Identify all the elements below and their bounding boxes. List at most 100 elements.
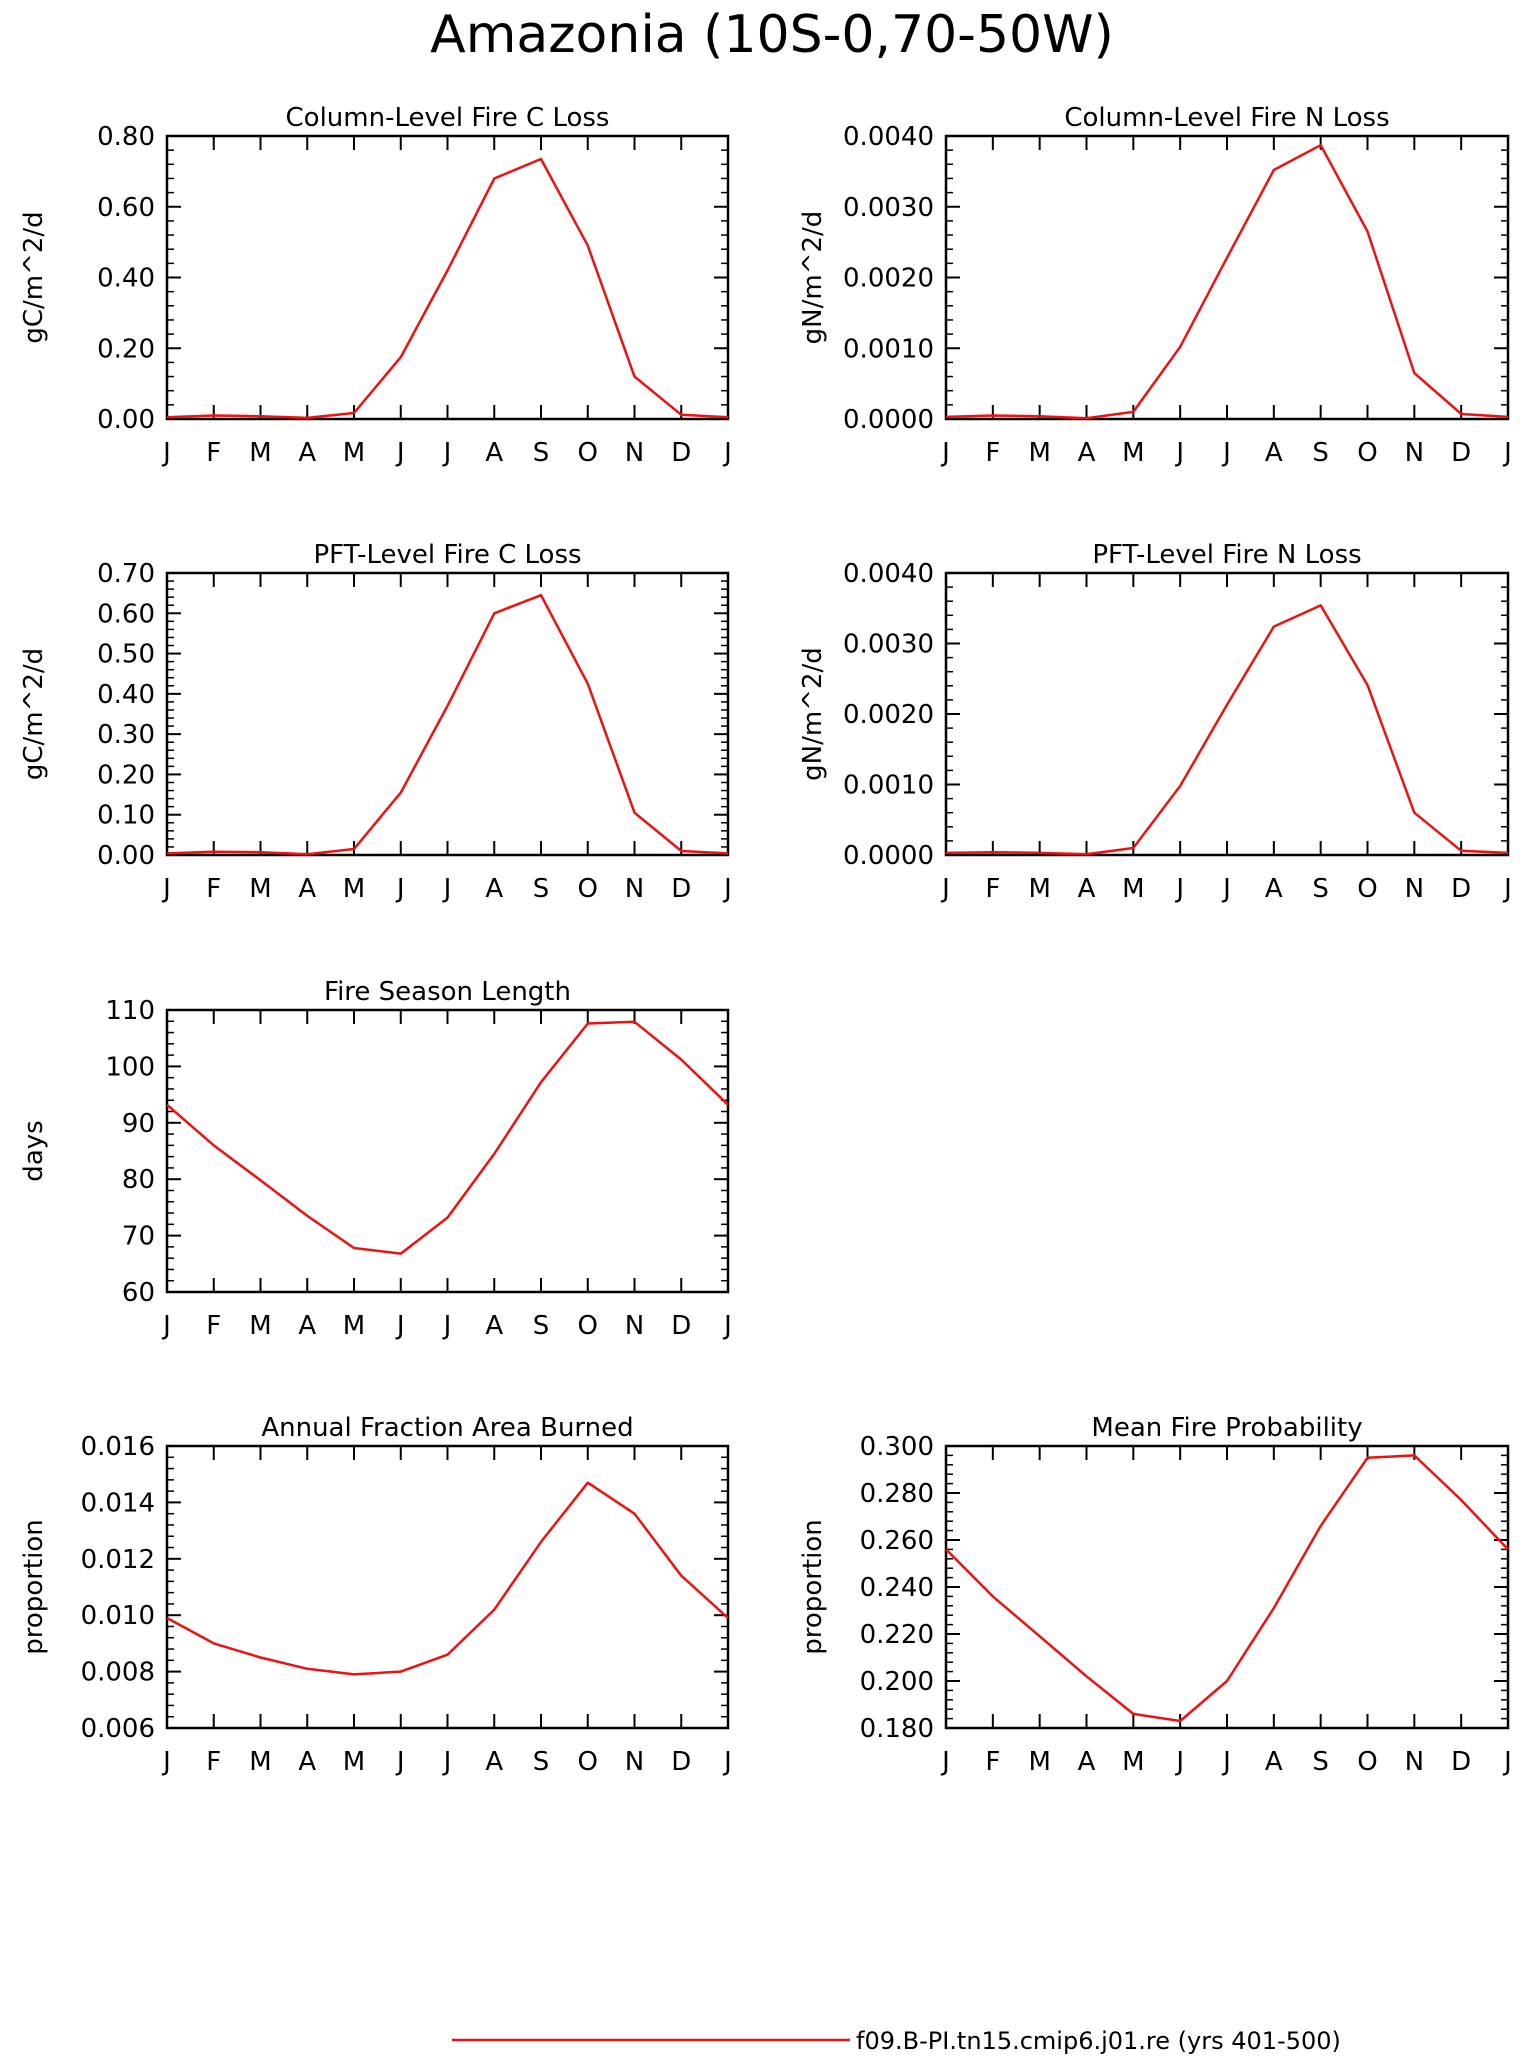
x-tick-label: M [343, 874, 365, 904]
panel-pft-fire-c-loss: J F M A M J J A S O N D J0.000.100.200.300.400.500.6… [19, 540, 732, 904]
x-tick-label: J [161, 1311, 171, 1341]
y-tick-label: 80 [122, 1165, 155, 1195]
panel-title: PFT-Level Fire N Loss [1092, 540, 1361, 570]
y-axis-label: proportion [19, 1519, 49, 1654]
y-tick-label: 0.00 [97, 405, 155, 435]
x-tick-label: J [1502, 1747, 1512, 1777]
x-tick-label: N [625, 438, 644, 468]
figure-title: Amazonia (10S-0,70-50W) [430, 5, 1114, 65]
series-line [166, 593, 729, 856]
y-axis-label: gN/m^2/d [798, 647, 828, 781]
x-tick-label: M [343, 1747, 365, 1777]
y-tick-label: 0.80 [97, 122, 155, 152]
y-tick-label: 0.0010 [843, 771, 934, 801]
x-tick-label: N [1405, 1747, 1424, 1777]
y-tick-label: 0.0020 [843, 264, 934, 294]
x-tick-label: M [249, 1747, 271, 1777]
y-tick-label: 0.0010 [843, 334, 934, 364]
y-tick-label: 0.0020 [843, 700, 934, 730]
x-tick-label: J [442, 438, 452, 468]
x-tick-label: J [1502, 438, 1512, 468]
x-tick-label: J [722, 438, 732, 468]
plot-frame [944, 1444, 1510, 1730]
y-tick-label: 0.0000 [843, 405, 934, 435]
x-tick-label: F [206, 438, 221, 468]
x-tick-label: A [298, 874, 316, 904]
x-tick-label: M [1028, 1747, 1050, 1777]
x-tick-label: M [249, 438, 271, 468]
panel-title: Column-Level Fire C Loss [286, 103, 610, 133]
x-tick-label: O [578, 1311, 598, 1341]
y-tick-label: 0.220 [860, 1620, 934, 1650]
y-tick-label: 0.016 [81, 1432, 155, 1462]
x-tick-label: O [578, 874, 598, 904]
panel-title: PFT-Level Fire C Loss [313, 540, 581, 570]
y-tick-label: 90 [122, 1109, 155, 1139]
x-tick-label: A [1078, 874, 1096, 904]
y-tick-label: 100 [105, 1052, 155, 1082]
series-line [945, 1454, 1509, 1723]
x-tick-label: J [1502, 874, 1512, 904]
y-tick-label: 0.014 [81, 1488, 155, 1518]
panel-column-fire-n-loss: J F M A M J J A S O N D J0.00000.00100.00200.00300.0… [798, 103, 1512, 468]
y-tick-label: 0.0040 [843, 559, 934, 589]
y-tick-label: 0.260 [860, 1526, 934, 1556]
x-tick-label: J [442, 1311, 452, 1341]
x-tick-label: F [985, 438, 1000, 468]
y-tick-label: 0.300 [860, 1432, 934, 1462]
x-tick-label: J [940, 438, 950, 468]
y-tick-label: 0.10 [97, 801, 155, 831]
x-tick-label: A [1078, 438, 1096, 468]
x-tick-label: M [249, 1311, 271, 1341]
panel-column-fire-c-loss: J F M A M J J A S O N D J0.000.200.400.600.80Column-… [19, 103, 732, 468]
x-tick-label: S [1312, 438, 1329, 468]
x-tick-label: S [533, 1747, 550, 1777]
x-tick-label: J [442, 1747, 452, 1777]
x-tick-label: J [395, 874, 405, 904]
x-tick-label: D [1451, 1747, 1471, 1777]
x-tick-label: J [1221, 1747, 1231, 1777]
x-tick-label: N [625, 874, 644, 904]
x-tick-label: A [485, 1747, 503, 1777]
x-tick-label: J [395, 1747, 405, 1777]
x-tick-label: A [1265, 438, 1283, 468]
y-tick-label: 70 [122, 1222, 155, 1252]
y-tick-label: 0.240 [860, 1573, 934, 1603]
x-tick-label: M [343, 1311, 365, 1341]
series-line [945, 143, 1509, 420]
x-tick-label: S [1312, 874, 1329, 904]
x-tick-label: J [395, 1311, 405, 1341]
x-tick-label: J [1174, 1747, 1184, 1777]
y-tick-label: 0.280 [860, 1479, 934, 1509]
x-tick-label: J [940, 1747, 950, 1777]
plot-frame [165, 134, 730, 421]
x-tick-label: D [1451, 438, 1471, 468]
y-tick-label: 0.180 [860, 1714, 934, 1744]
x-tick-label: J [442, 874, 452, 904]
y-tick-label: 0.0030 [843, 630, 934, 660]
x-tick-label: D [671, 1747, 691, 1777]
y-tick-label: 0.60 [97, 599, 155, 629]
legend-label: f09.B-PI.tn15.cmip6.j01.re (yrs 401-500) [856, 2027, 1341, 2055]
y-tick-label: 0.010 [81, 1601, 155, 1631]
x-tick-label: J [722, 1747, 732, 1777]
panel-title: Mean Fire Probability [1091, 1413, 1362, 1443]
y-tick-label: 0.20 [97, 334, 155, 364]
x-tick-label: O [578, 1747, 598, 1777]
x-tick-label: M [1122, 438, 1144, 468]
y-axis-label: proportion [798, 1519, 828, 1654]
y-axis-label: gN/m^2/d [798, 211, 828, 345]
x-tick-label: J [161, 874, 171, 904]
x-tick-label: D [671, 1311, 691, 1341]
x-tick-label: F [206, 1747, 221, 1777]
x-tick-label: J [161, 1747, 171, 1777]
x-tick-label: M [249, 874, 271, 904]
x-tick-label: A [1078, 1747, 1096, 1777]
panel-mean-fire-probability: J F M A M J J A S O N D J0.1800.2000.2200.2400.2600.… [798, 1413, 1512, 1777]
x-tick-label: J [722, 1311, 732, 1341]
x-tick-label: D [1451, 874, 1471, 904]
x-tick-label: A [298, 1311, 316, 1341]
x-tick-label: O [1357, 874, 1377, 904]
x-tick-label: F [206, 1311, 221, 1341]
